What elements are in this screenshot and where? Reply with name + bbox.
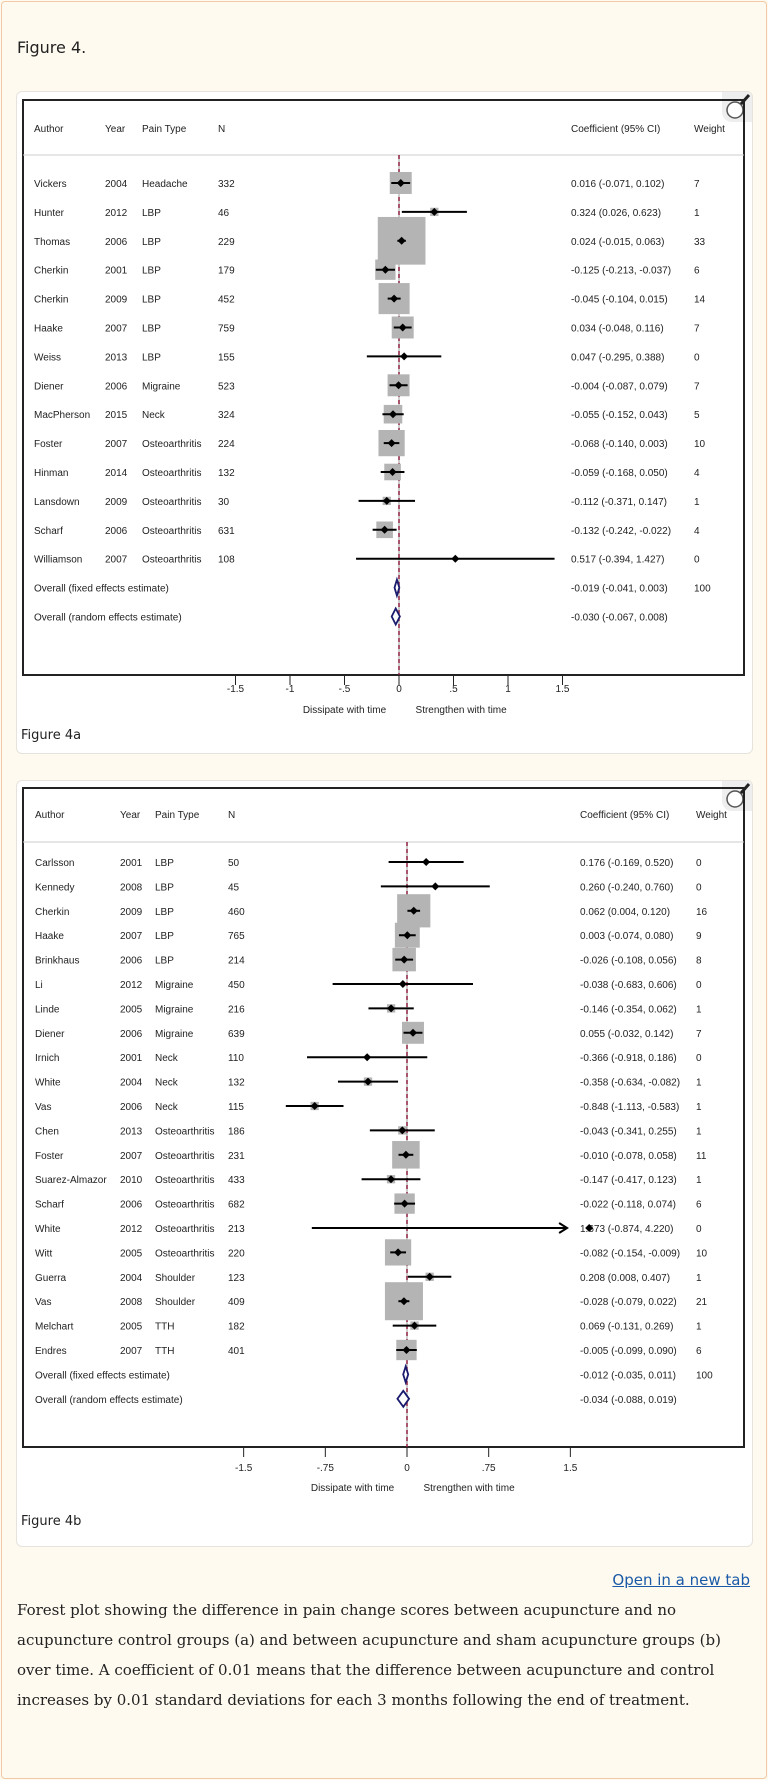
figure-4a-card[interactable]: Figure 4a <box>16 91 753 754</box>
figure-title: Figure 4. <box>17 38 87 57</box>
figure-caption: Forest plot showing the difference in pa… <box>17 1601 721 1709</box>
figure-4b-card[interactable]: Figure 4b <box>16 780 753 1547</box>
figure-4a-label: Figure 4a <box>21 728 82 743</box>
magnifier-icon[interactable] <box>722 92 752 122</box>
figure-4b-label: Figure 4b <box>21 1514 82 1529</box>
open-in-new-tab-link[interactable]: Open in a new tab <box>612 1571 750 1589</box>
magnifier-icon[interactable] <box>722 781 752 811</box>
